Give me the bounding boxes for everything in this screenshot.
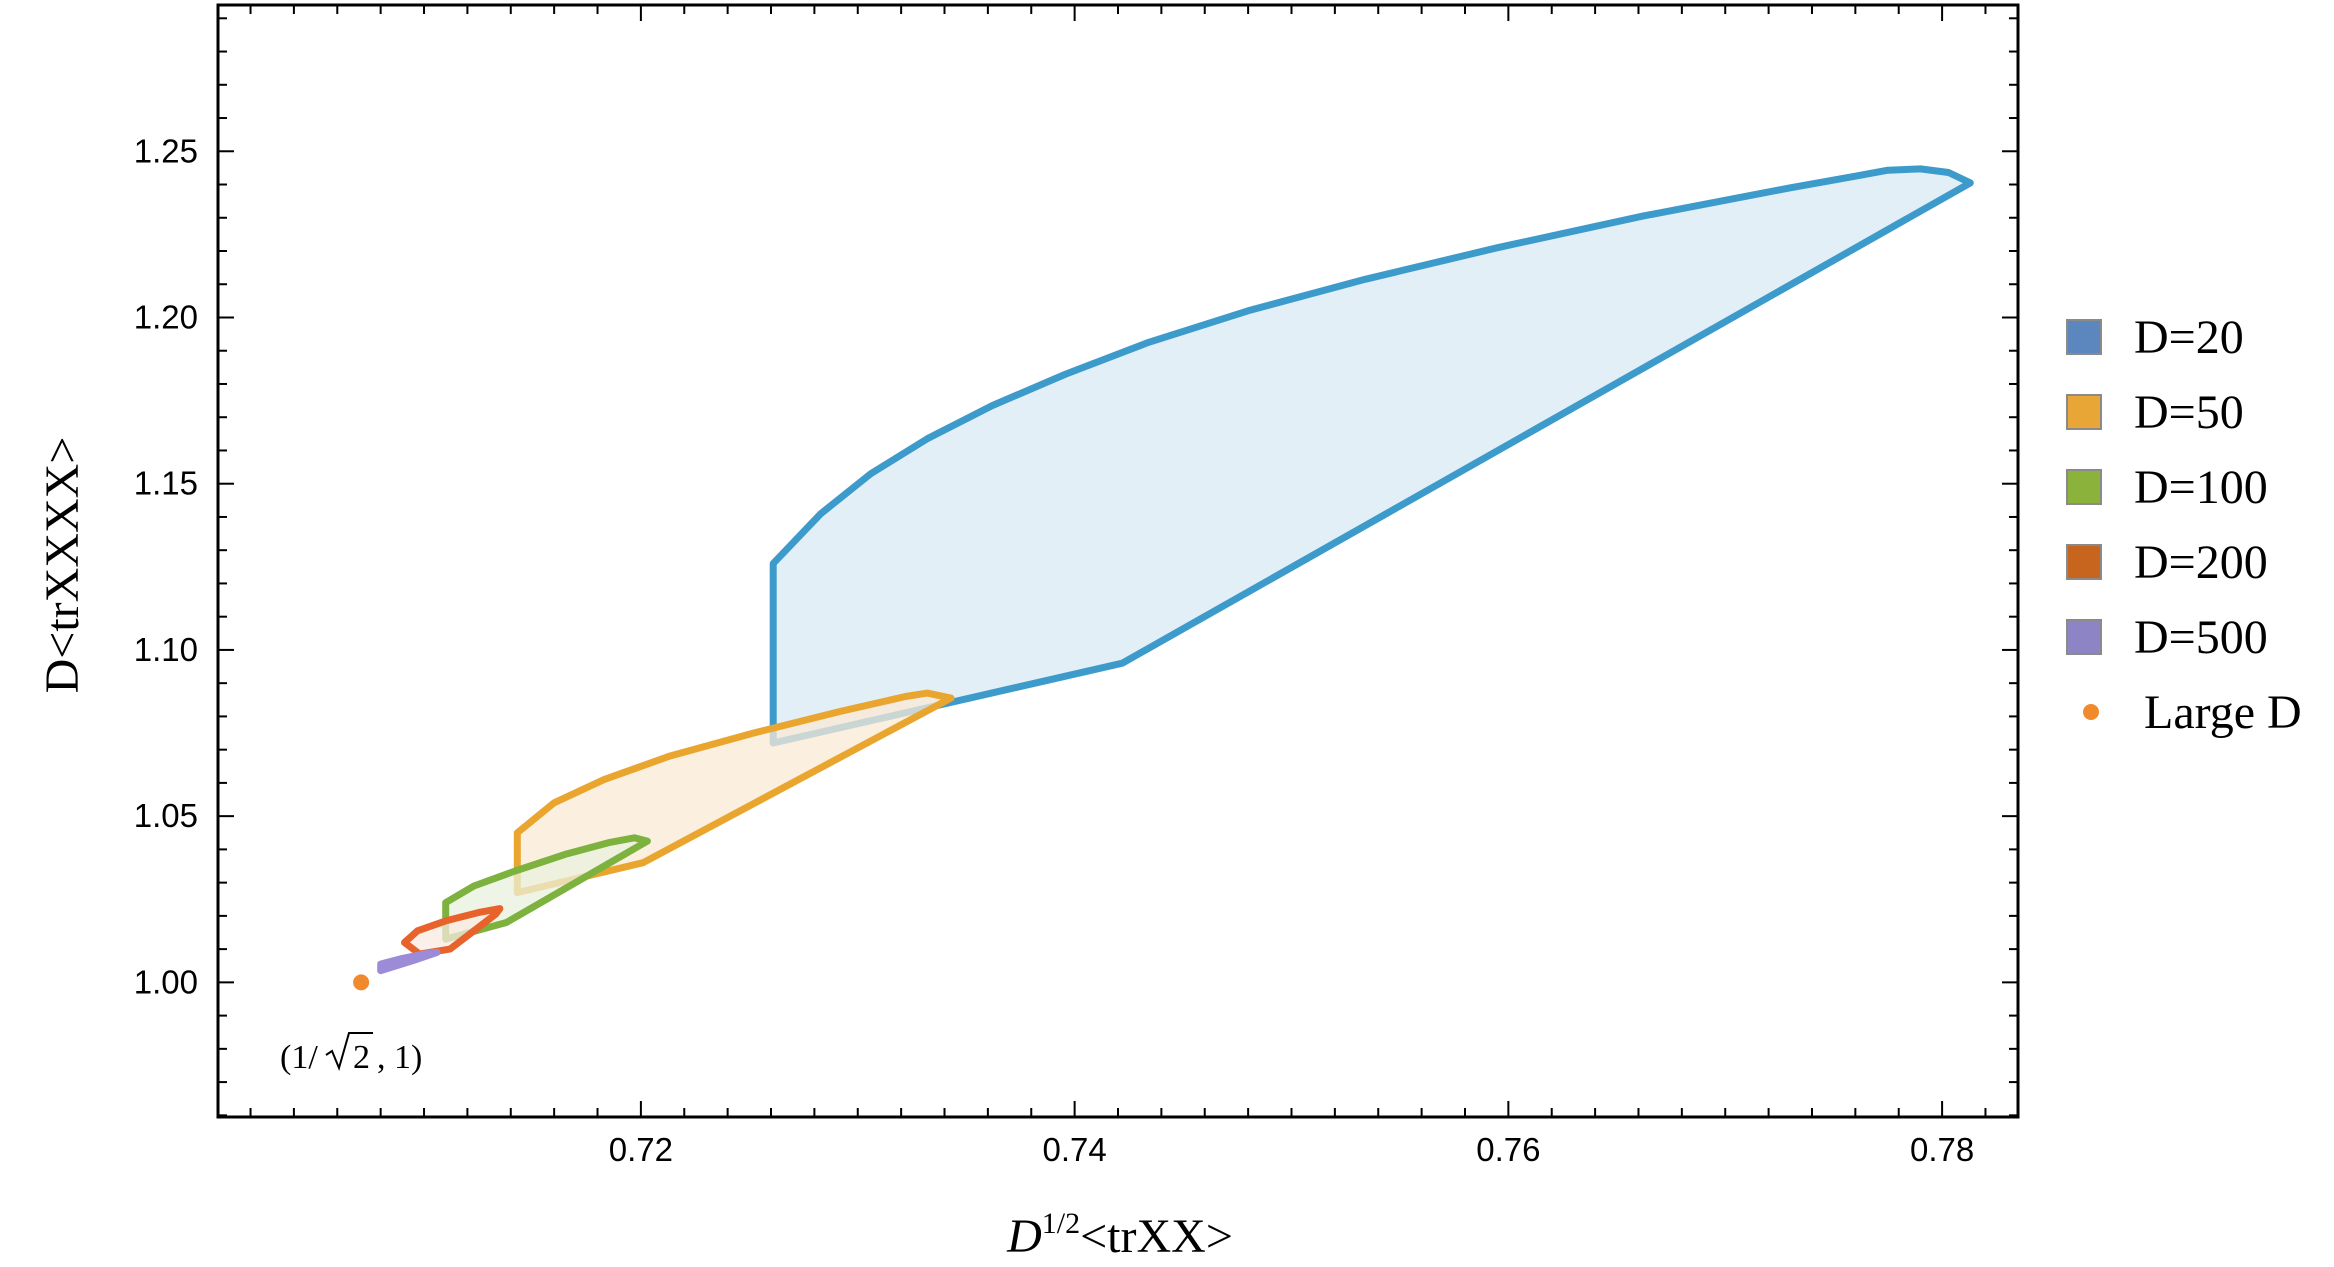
x-axis-title-base: D	[1006, 1210, 1042, 1263]
region-d-200	[401, 905, 504, 958]
legend-item: D=100	[2066, 461, 2268, 514]
legend-item-marker: Large D	[2083, 686, 2302, 739]
legend-label: D=200	[2134, 536, 2268, 589]
legend-swatch	[2066, 319, 2102, 355]
x-tick-label: 0.78	[1910, 1131, 1974, 1168]
annotation-radicand: 2	[353, 1039, 370, 1076]
legend-swatch	[2066, 469, 2102, 505]
y-tick-label: 1.15	[134, 465, 198, 502]
marker-layer	[353, 974, 370, 991]
legend-item: D=50	[2066, 386, 2244, 439]
x-axis-title: D1/2<trXX>	[1006, 1207, 1233, 1263]
legend-label: Large D	[2144, 686, 2302, 739]
sqrt-sign	[325, 1032, 373, 1072]
legend-label: D=500	[2134, 611, 2268, 664]
legend-label: D=100	[2134, 461, 2268, 514]
x-tick-label: 0.74	[1043, 1131, 1107, 1168]
legend-label: D=20	[2134, 311, 2244, 364]
ticks-layer	[218, 5, 2018, 1117]
y-tick-label: 1.00	[134, 963, 198, 1000]
y-tick-label: 1.10	[134, 631, 198, 668]
annotation-suffix: , 1)	[377, 1039, 422, 1076]
legend: D=20 D=50 D=100 D=200 D=500 Large D	[2066, 311, 2302, 739]
legend-swatch	[2066, 619, 2102, 655]
x-axis-title-sup: 1/2	[1042, 1207, 1080, 1240]
y-tick-label: 1.20	[134, 298, 198, 335]
x-tick-label: 0.76	[1476, 1131, 1540, 1168]
annotation-prefix: (1/	[280, 1039, 318, 1076]
legend-label: D=50	[2134, 386, 2244, 439]
region-d-500	[377, 948, 441, 975]
legend-swatch	[2066, 544, 2102, 580]
tick-labels-layer: 0.72 0.74 0.76 0.78 1.00 1.05 1.10 1.15 1.20 1.25	[134, 132, 1974, 1168]
regions-layer	[377, 165, 1974, 975]
y-tick-label: 1.05	[134, 797, 198, 834]
legend-swatch	[2066, 394, 2102, 430]
x-tick-label: 0.72	[609, 1131, 673, 1168]
legend-item: D=200	[2066, 536, 2268, 589]
x-axis-title-rest: <trXX>	[1080, 1210, 1233, 1263]
region-d-20	[769, 165, 1974, 747]
legend-item: D=20	[2066, 311, 2244, 364]
annotation-large-d: (1/ 2 , 1)	[280, 1032, 422, 1076]
y-tick-label: 1.25	[134, 132, 198, 169]
legend-marker	[2083, 704, 2099, 720]
legend-item: D=500	[2066, 611, 2268, 664]
y-axis-title: D<trXXXX>	[36, 437, 89, 694]
large-d-point	[353, 974, 370, 991]
